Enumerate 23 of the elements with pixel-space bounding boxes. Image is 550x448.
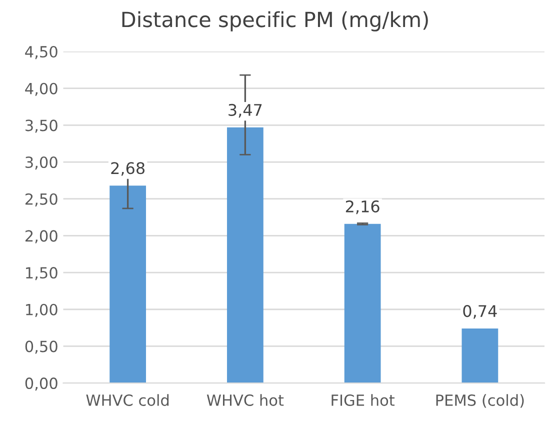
data-label: 2,68 xyxy=(111,162,144,176)
y-tick-label: 1,00 xyxy=(26,304,58,317)
data-label: 2,16 xyxy=(346,200,380,214)
bar xyxy=(344,224,381,384)
chart-title: Distance specific PM (mg/km) xyxy=(122,11,428,32)
y-tick-label: 4,50 xyxy=(25,46,58,60)
y-tick-label: 1,50 xyxy=(26,267,58,280)
y-tick-label: 3,50 xyxy=(26,120,58,133)
x-tick-label: WHVC hot xyxy=(206,394,284,406)
y-tick-label: 0,00 xyxy=(25,378,58,391)
data-label: 3,47 xyxy=(228,104,262,118)
y-tick-label: 0,50 xyxy=(25,340,58,354)
y-tick-label: 2,50 xyxy=(25,193,58,206)
x-tick-label: WHVC cold xyxy=(86,394,169,406)
bar xyxy=(226,127,264,384)
x-tick-label: PEMS (cold) xyxy=(436,394,524,408)
data-label: 0,74 xyxy=(463,305,497,319)
y-tick-label: 2,00 xyxy=(25,230,58,244)
y-tick-label: 4,00 xyxy=(25,82,58,96)
bar xyxy=(110,186,146,384)
x-tick-label: FIGE hot xyxy=(332,394,395,406)
y-tick-label: 3,00 xyxy=(26,156,58,170)
bar xyxy=(462,328,498,384)
